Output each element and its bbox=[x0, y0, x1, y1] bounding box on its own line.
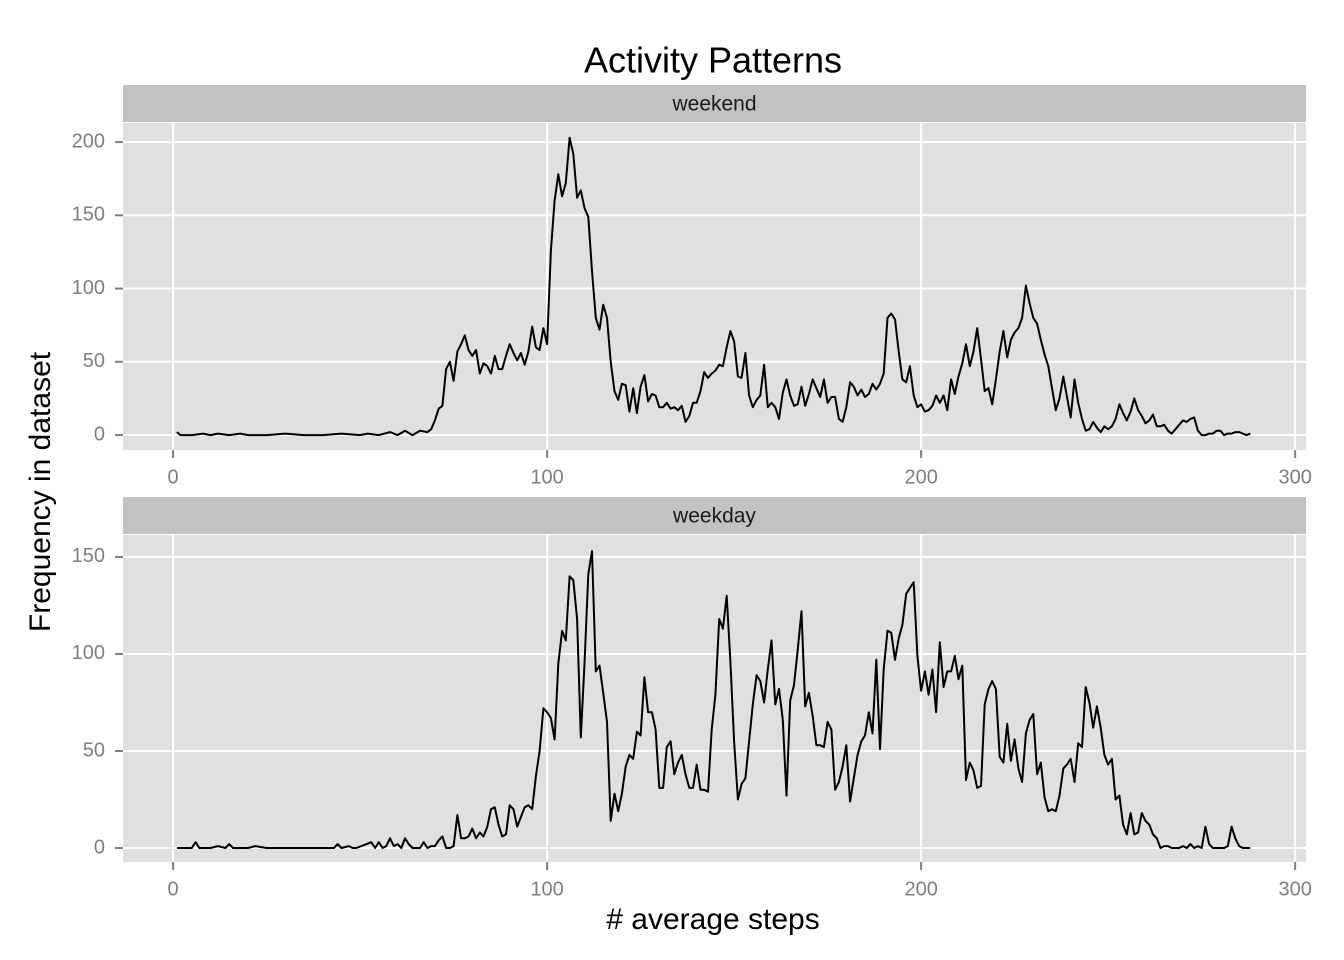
y-tick-label: 0 bbox=[94, 423, 105, 445]
x-tick-label: 300 bbox=[1278, 878, 1311, 900]
y-tick-label: 100 bbox=[72, 277, 105, 299]
y-tick-label: 150 bbox=[72, 545, 105, 567]
y-tick-label: 50 bbox=[83, 739, 105, 761]
x-tick-label: 200 bbox=[904, 878, 937, 900]
x-tick-label: 100 bbox=[530, 878, 563, 900]
y-tick-label: 200 bbox=[72, 130, 105, 152]
data-line bbox=[176, 550, 1251, 849]
data-line bbox=[176, 136, 1251, 437]
y-axis-label: Frequency in dataset bbox=[24, 351, 57, 632]
strip bbox=[123, 85, 1306, 122]
x-tick-label: 200 bbox=[904, 466, 937, 488]
x-tick-label: 0 bbox=[168, 466, 179, 488]
strip bbox=[123, 497, 1306, 534]
y-tick-label: 150 bbox=[72, 204, 105, 226]
panel bbox=[123, 123, 1306, 450]
strip-label: weekend bbox=[671, 93, 756, 116]
x-tick-label: 300 bbox=[1278, 466, 1311, 488]
y-tick-label: 50 bbox=[83, 350, 105, 372]
x-tick-label: 100 bbox=[530, 466, 563, 488]
x-axis-label: # average steps bbox=[606, 903, 819, 936]
chart-title: Activity Patterns bbox=[584, 40, 842, 81]
y-tick-label: 100 bbox=[72, 642, 105, 664]
x-tick-label: 0 bbox=[168, 878, 179, 900]
y-tick-label: 0 bbox=[94, 836, 105, 858]
strip-label: weekday bbox=[672, 505, 756, 528]
